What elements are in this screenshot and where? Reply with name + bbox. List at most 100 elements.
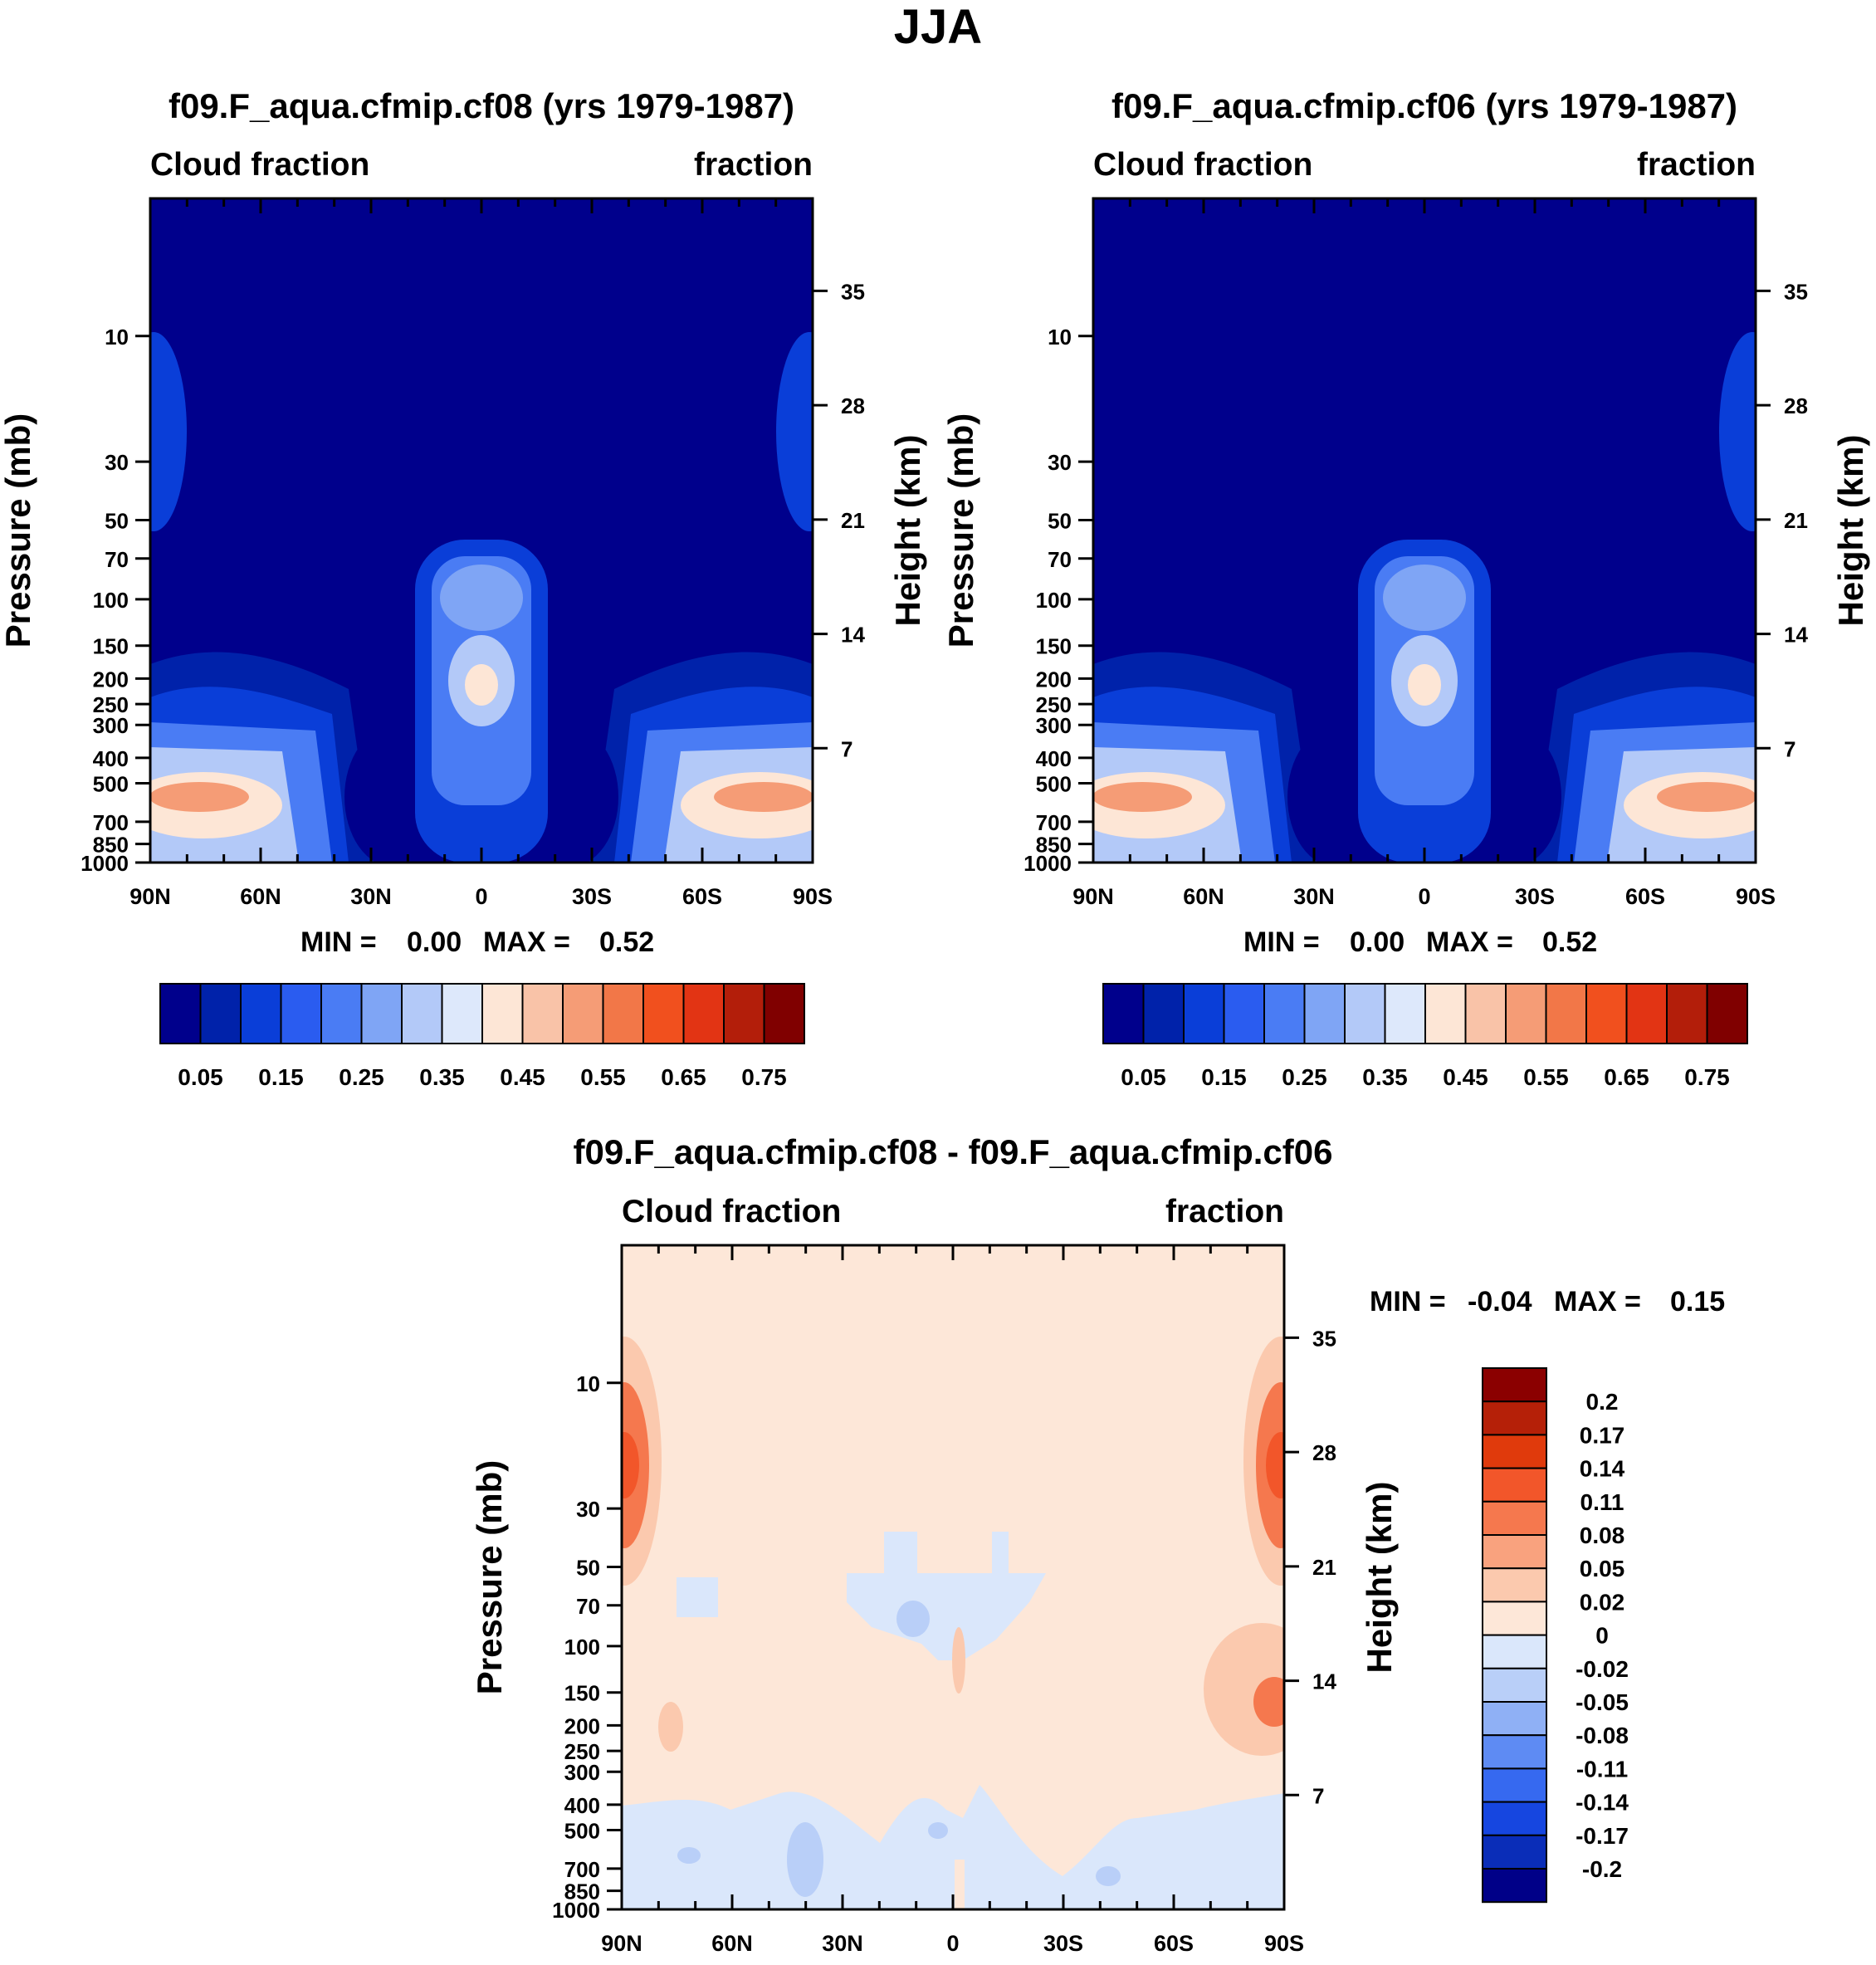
y-tick-label: 100: [93, 588, 129, 613]
y-right-tick-label: 21: [841, 508, 865, 533]
colorbar-box: [1482, 1801, 1547, 1836]
colorbar-box: [1545, 983, 1587, 1044]
colorbar-box: [1585, 983, 1628, 1044]
colorbar-label: 0.17: [1580, 1422, 1625, 1448]
y-tick-label: 100: [564, 1635, 600, 1659]
panel-title: f09.F_aqua.cfmip.cf08 - f09.F_aqua.cfmip…: [574, 1132, 1333, 1171]
colorbar-box: [280, 983, 322, 1044]
left-string: Cloud fraction: [150, 147, 369, 183]
y-tick-label: 30: [1048, 450, 1072, 475]
colorbar-label: 0.11: [1580, 1489, 1624, 1515]
colorbar-box: [1666, 983, 1708, 1044]
y-tick-label: 200: [93, 667, 129, 692]
y-tick-label: 30: [576, 1497, 600, 1522]
y-tick-label: 400: [564, 1793, 600, 1818]
y-axis-label-right: Height (km): [1831, 435, 1870, 627]
colorbar-label: 0.05: [1121, 1064, 1166, 1090]
panel-diff: f09.F_aqua.cfmip.cf08 - f09.F_aqua.cfmip…: [470, 1132, 1725, 1956]
colorbar-label: 0.45: [500, 1064, 545, 1090]
colorbar-box: [1183, 983, 1225, 1044]
y-tick-label: 850: [1036, 833, 1072, 858]
y-tick-label: 50: [1048, 508, 1072, 533]
y-tick-label: 250: [93, 692, 129, 717]
colorbar-label: -0.2: [1582, 1856, 1622, 1882]
y-tick-label: 200: [1036, 667, 1072, 692]
y-tick-label: 50: [105, 508, 129, 533]
colorbar-label: 0.35: [1362, 1064, 1408, 1090]
y-tick-label: 250: [564, 1739, 600, 1764]
y-tick-label: 300: [1036, 713, 1072, 738]
colorbar-label: 0: [1595, 1623, 1609, 1649]
y-right-tick-label: 7: [1312, 1783, 1324, 1808]
x-tick-label: 90N: [1072, 884, 1114, 909]
colorbar-box: [682, 983, 725, 1044]
y-tick-label: 150: [93, 634, 129, 659]
colorbar-label: -0.17: [1576, 1823, 1629, 1849]
colorbar-box: [320, 983, 363, 1044]
colorbar-label: 0.08: [1580, 1523, 1625, 1548]
y-axis-label: Pressure (mb): [470, 1460, 509, 1694]
y-tick-label: 850: [564, 1879, 600, 1904]
colorbar-box: [1482, 1400, 1547, 1436]
colorbar-box: [1482, 1434, 1547, 1469]
colorbar-box: [199, 983, 242, 1044]
max-value: 0.52: [599, 926, 654, 958]
y-tick-label: 700: [93, 810, 129, 835]
y-right-tick-label: 28: [1784, 393, 1808, 418]
colorbar-box: [1482, 1467, 1547, 1503]
colorbar-label: 0.02: [1580, 1589, 1625, 1615]
y-right-tick-label: 35: [1784, 279, 1808, 304]
y-tick-label: 500: [1036, 772, 1072, 797]
colorbar-box: [1482, 1534, 1547, 1570]
colorbar-box: [1482, 1734, 1547, 1770]
panel-title: f09.F_aqua.cfmip.cf06 (yrs 1979-1987): [1111, 86, 1737, 125]
colorbar-box: [1223, 983, 1265, 1044]
colorbar-box: [1263, 983, 1306, 1044]
y-right-tick-label: 35: [841, 279, 865, 304]
colorbar-box: [1482, 1868, 1547, 1904]
y-tick-label: 500: [93, 772, 129, 797]
x-tick-label: 30S: [1515, 884, 1555, 909]
y-tick-label: 200: [564, 1713, 600, 1738]
right-string: fraction: [1637, 147, 1756, 183]
y-tick-label: 1000: [1023, 851, 1072, 876]
colorbar-box: [1142, 983, 1185, 1044]
colorbar-label: 0.55: [1523, 1064, 1569, 1090]
x-tick-label: 30N: [822, 1931, 863, 1956]
min-label: MIN =: [1243, 926, 1320, 958]
contour-field: [150, 198, 813, 863]
colorbar-box: [1706, 983, 1748, 1044]
colorbar-label: 0.65: [661, 1064, 706, 1090]
x-tick-label: 90S: [1264, 1931, 1304, 1956]
colorbar-label: -0.08: [1576, 1723, 1629, 1748]
x-tick-label: 30N: [350, 884, 392, 909]
colorbar-label: -0.05: [1576, 1689, 1629, 1715]
axes: 1030507010015020025030040050070085010003…: [1023, 198, 1808, 909]
max-label: MAX =: [1554, 1286, 1641, 1317]
colorbar: 0.2 0.17 0.14 0.11 0.08 0.05 0.02 0 -0.02 -0.05 -0…: [1482, 1367, 1629, 1904]
x-tick-label: 60N: [711, 1931, 753, 1956]
max-value: 0.15: [1670, 1286, 1725, 1317]
y-tick-label: 250: [1036, 692, 1072, 717]
figure-title: JJA: [894, 0, 982, 54]
colorbar-label: 0.05: [178, 1064, 223, 1090]
x-tick-label: 30S: [572, 884, 612, 909]
colorbar-label: 0.25: [1282, 1064, 1327, 1090]
colorbar-box: [1625, 983, 1668, 1044]
colorbar-label: 0.45: [1443, 1064, 1488, 1090]
min-label: MIN =: [300, 926, 377, 958]
x-tick-label: 0: [946, 1931, 959, 1956]
colorbar-box: [1424, 983, 1467, 1044]
y-right-tick-label: 14: [1312, 1669, 1336, 1694]
min-label: MIN =: [1370, 1286, 1446, 1317]
colorbar-box: [763, 983, 805, 1044]
colorbar-label: 0.75: [1684, 1064, 1730, 1090]
right-string: fraction: [694, 147, 813, 183]
x-tick-label: 60S: [682, 884, 722, 909]
y-tick-label: 30: [105, 450, 129, 475]
y-tick-label: 400: [93, 746, 129, 771]
colorbar-box: [401, 983, 443, 1044]
colorbar-box: [1482, 1701, 1547, 1737]
colorbar-box: [1482, 1634, 1547, 1669]
